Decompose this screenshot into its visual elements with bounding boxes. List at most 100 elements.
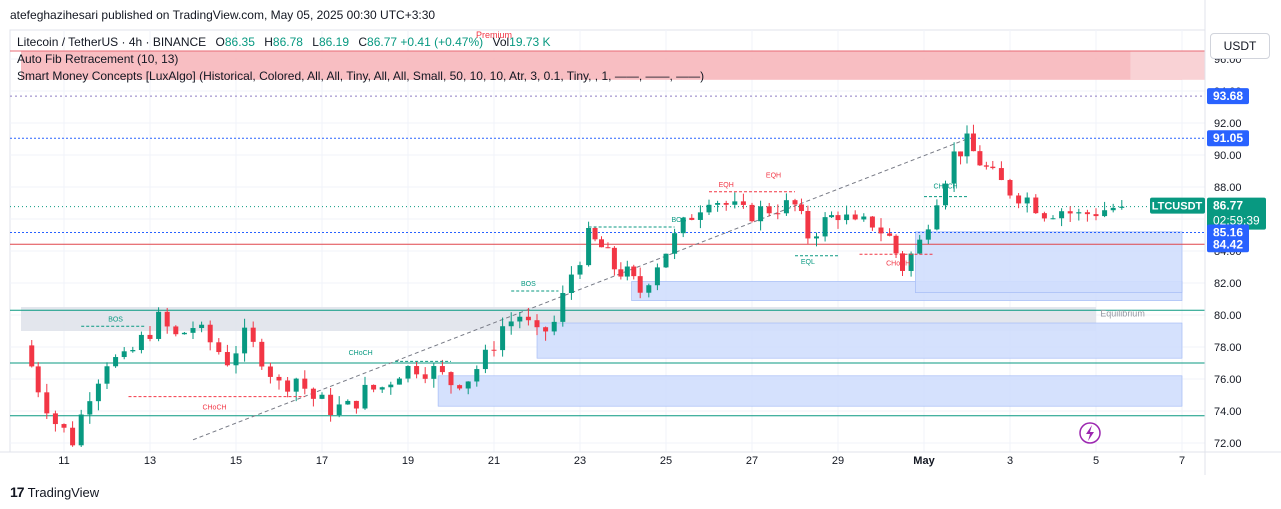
candle bbox=[396, 376, 402, 385]
candle bbox=[224, 344, 230, 367]
candle bbox=[336, 396, 342, 418]
candle bbox=[431, 362, 437, 388]
candle bbox=[276, 374, 282, 390]
candle bbox=[917, 234, 923, 255]
candle bbox=[199, 321, 205, 333]
candle bbox=[943, 180, 948, 210]
demand-zone bbox=[915, 231, 1183, 293]
candle bbox=[388, 381, 394, 395]
candle bbox=[113, 354, 119, 368]
candle bbox=[951, 142, 957, 192]
candle bbox=[482, 344, 488, 374]
publisher-line: atefeghazihesari published on TradingVie… bbox=[10, 8, 436, 22]
candle bbox=[654, 263, 660, 291]
chart-icons bbox=[1079, 422, 1101, 444]
candle bbox=[422, 367, 428, 384]
candle bbox=[457, 384, 463, 391]
candle bbox=[362, 376, 368, 410]
candle bbox=[173, 325, 179, 337]
demand-zone bbox=[536, 322, 1183, 359]
time-axis[interactable]: 11 13 15 17 19 21 23 25 27 29 May 3 5 7 bbox=[0, 451, 1281, 467]
candle bbox=[35, 362, 41, 398]
candle bbox=[822, 212, 828, 242]
candle bbox=[328, 387, 334, 422]
lightning-icon[interactable] bbox=[1079, 422, 1101, 444]
candle bbox=[181, 331, 187, 335]
smc-structure-label: BOS bbox=[108, 316, 123, 323]
tradingview-logo[interactable]: 17 TradingView bbox=[10, 484, 99, 500]
fib-indicator-legend[interactable]: Auto Fib Retracement (10, 13) bbox=[17, 52, 179, 66]
bar-countdown: 02:59:39 bbox=[1213, 214, 1260, 228]
candle bbox=[29, 340, 35, 368]
candle bbox=[605, 242, 611, 249]
candle bbox=[500, 317, 506, 357]
candle bbox=[624, 260, 630, 281]
candle bbox=[147, 326, 153, 342]
premium-zone bbox=[21, 51, 1182, 80]
candle bbox=[740, 193, 746, 209]
smc-structure-label: EQH bbox=[719, 182, 734, 189]
candle bbox=[689, 214, 695, 221]
candle bbox=[44, 383, 50, 420]
candle bbox=[543, 326, 549, 341]
candle bbox=[977, 145, 983, 166]
candle bbox=[783, 193, 789, 216]
candle bbox=[414, 361, 420, 379]
high-label: H bbox=[264, 35, 273, 49]
open-value: 86.35 bbox=[224, 35, 255, 49]
candle bbox=[1050, 215, 1056, 220]
currency-button[interactable]: USDT bbox=[1210, 33, 1270, 59]
candle bbox=[758, 200, 764, 231]
price-label-value: 84.42 bbox=[1213, 237, 1243, 251]
symbol-legend[interactable]: Litecoin / TetherUS · 4h · BINANCE O86.3… bbox=[17, 35, 551, 49]
candle bbox=[474, 365, 480, 387]
candle bbox=[95, 379, 101, 411]
smc-indicator-legend[interactable]: Smart Money Concepts [LuxAlgo] (Historic… bbox=[17, 69, 705, 83]
symbol-name[interactable]: Litecoin / TetherUS · 4h · BINANCE bbox=[17, 35, 207, 49]
candle bbox=[990, 160, 996, 170]
x-tick-label: 15 bbox=[230, 455, 242, 467]
candle bbox=[723, 200, 729, 211]
candle bbox=[715, 200, 721, 212]
candle bbox=[61, 423, 67, 433]
volume-label: Vol bbox=[492, 35, 510, 49]
candle bbox=[302, 370, 308, 395]
candle bbox=[164, 307, 170, 334]
candle bbox=[1033, 194, 1039, 214]
smc-structure-label: CHoCH bbox=[349, 350, 373, 357]
x-tick-label: 19 bbox=[402, 455, 414, 467]
candle bbox=[577, 261, 583, 280]
candle bbox=[998, 161, 1004, 181]
x-tick-label: 5 bbox=[1093, 455, 1099, 467]
smc-structure-label: CHoCH bbox=[886, 260, 910, 267]
candle bbox=[1076, 208, 1082, 221]
y-tick-label: 92.00 bbox=[1214, 118, 1242, 130]
candle bbox=[190, 321, 196, 340]
smc-structure-label: BOS bbox=[672, 217, 687, 224]
candle bbox=[250, 321, 256, 348]
candle bbox=[586, 221, 592, 267]
price-label-level-b: 84.42 bbox=[1207, 236, 1249, 253]
candle bbox=[1067, 206, 1073, 222]
x-tick-label: 23 bbox=[574, 455, 586, 467]
low-label: L bbox=[312, 35, 319, 49]
candle bbox=[592, 226, 598, 242]
candle bbox=[1102, 201, 1108, 218]
smc-zones bbox=[10, 50, 1205, 407]
candle bbox=[379, 386, 385, 393]
smc-structure-label: BOS bbox=[521, 281, 536, 288]
candle bbox=[618, 262, 624, 280]
premium-zone-label: Premium bbox=[476, 30, 513, 40]
smc-structure-label: CHoCH bbox=[933, 184, 957, 191]
candle bbox=[631, 264, 637, 280]
x-tick-label: 25 bbox=[660, 455, 672, 467]
candle bbox=[319, 392, 325, 400]
candle bbox=[233, 346, 239, 374]
price-axis[interactable]: 72.0074.0076.0078.0080.0082.0084.0086.00… bbox=[1150, 0, 1266, 475]
candle bbox=[646, 283, 652, 298]
candle bbox=[465, 381, 471, 395]
x-tick-label: May bbox=[913, 455, 935, 467]
smc-structure-label: EQL bbox=[801, 259, 815, 266]
